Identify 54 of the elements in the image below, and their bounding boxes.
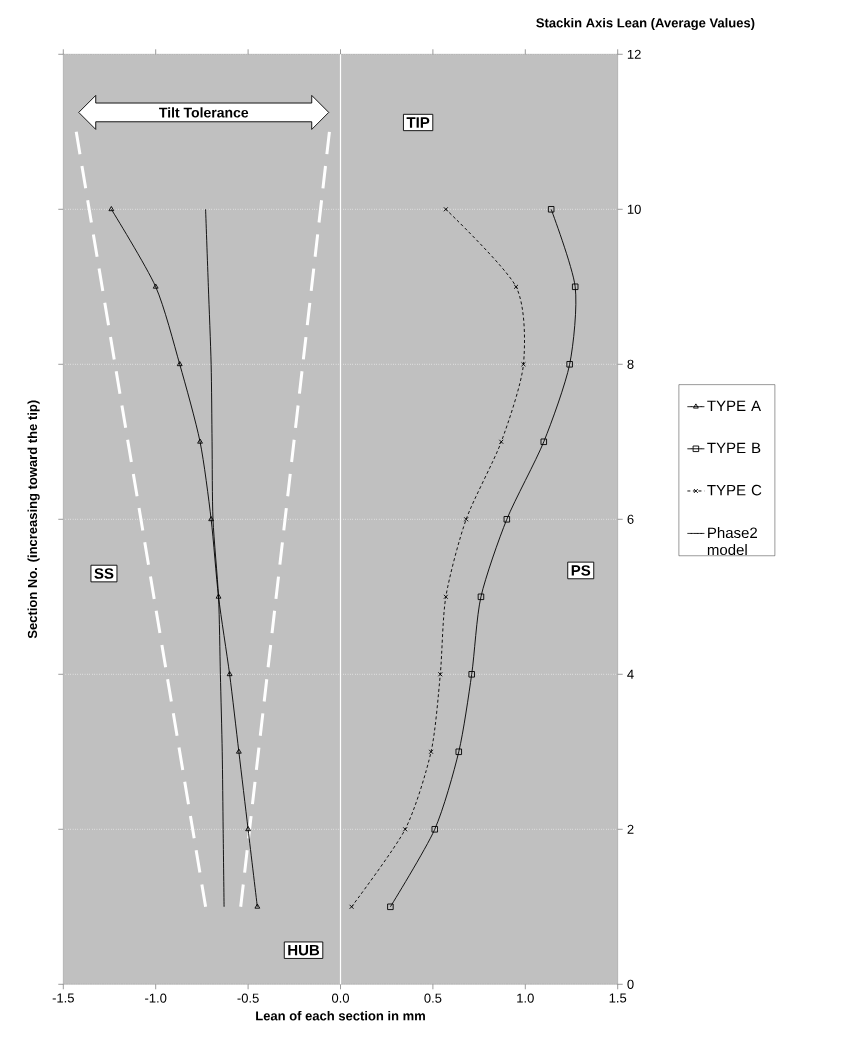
x-tick-label: -1.5 — [52, 993, 74, 1003]
point — [468, 671, 475, 678]
point — [235, 748, 242, 754]
point — [477, 593, 485, 601]
point — [402, 826, 408, 832]
x-tick-label: 0.0 — [331, 993, 350, 1003]
annotation: TIP — [406, 117, 430, 128]
point — [503, 516, 511, 523]
point — [547, 206, 555, 213]
point — [443, 594, 449, 600]
x-tick-label: -0.5 — [237, 993, 259, 1003]
point — [513, 284, 519, 290]
legend-label: TYPE C — [707, 484, 762, 496]
x-tick-label: 1.5 — [609, 993, 627, 1003]
point — [226, 671, 233, 677]
point — [245, 826, 251, 832]
point — [387, 903, 394, 911]
annotation: HUB — [288, 944, 320, 956]
y-tick-label: 12 — [627, 49, 641, 59]
point — [566, 361, 573, 368]
y-tick-label: 0 — [627, 979, 634, 989]
y-tick-label: 10 — [627, 204, 641, 214]
y-tick-label: 6 — [627, 514, 634, 524]
point — [152, 283, 159, 289]
y-tick-label: 8 — [627, 359, 634, 369]
x-tick-label: 1.0 — [517, 993, 534, 1003]
point — [197, 438, 203, 444]
y-axis-title: Section No. (increasing toward the tip) — [27, 400, 40, 639]
point — [463, 516, 469, 522]
point — [437, 671, 443, 677]
legend-label: Phase2 model — [707, 527, 757, 556]
point — [455, 748, 463, 756]
point — [428, 749, 434, 755]
point — [498, 439, 504, 445]
x-tick-label: 0.5 — [424, 993, 442, 1003]
point — [208, 516, 215, 522]
point — [349, 904, 355, 910]
y-tick-label: 4 — [627, 669, 634, 679]
annotation: SS — [94, 568, 114, 579]
y-tick-label: 2 — [627, 824, 634, 834]
point — [521, 361, 526, 367]
legend-label: TYPE B — [707, 442, 761, 454]
point — [176, 361, 183, 367]
point — [443, 206, 449, 212]
legend-label: TYPE A — [707, 400, 762, 411]
annotation: Tilt Tolerance — [159, 107, 249, 118]
point — [431, 826, 438, 833]
point — [215, 593, 222, 599]
x-tick-label: -1.0 — [145, 993, 167, 1003]
point — [540, 438, 548, 446]
annotation: PS — [571, 565, 591, 576]
x-axis-title: Lean of each section in mm — [256, 1010, 425, 1021]
text: Stackin Axis Lean (Average Values) — [536, 17, 755, 31]
point — [571, 283, 579, 291]
